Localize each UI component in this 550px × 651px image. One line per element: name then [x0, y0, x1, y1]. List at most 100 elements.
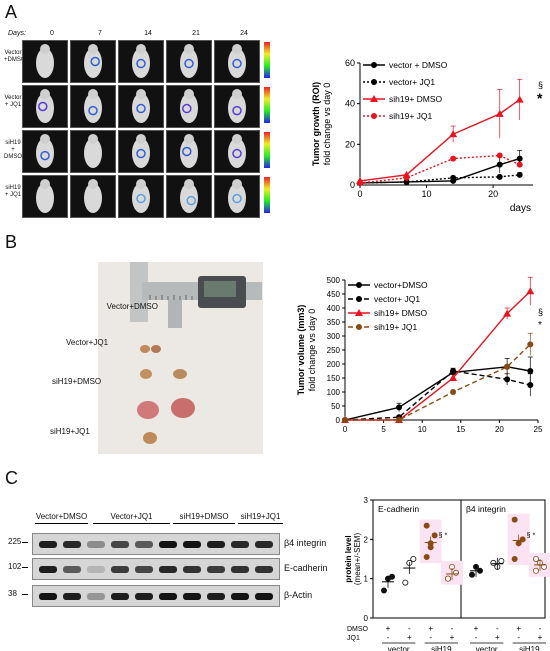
mouse-body	[228, 138, 246, 168]
mouse-body	[132, 138, 150, 168]
mouse-body	[36, 183, 54, 213]
mouse-head	[40, 44, 50, 54]
ivis-image	[118, 40, 164, 83]
significance-annotation: § *	[527, 532, 536, 539]
data-point	[396, 404, 403, 411]
bioluminescence-signal	[136, 193, 146, 204]
blot-band	[207, 541, 225, 548]
ivis-image	[22, 130, 68, 173]
mouse-svg	[228, 89, 246, 123]
data-point	[423, 554, 430, 561]
western-blot: 225 β4 integrin 102 E-cadherin 38 β-Actin	[0, 528, 340, 638]
ivis-image	[22, 85, 68, 128]
chart-b-tumor-volume: 0 5 10 15 20 25050100150200250300350400450500…	[296, 276, 543, 434]
data-point	[450, 368, 457, 374]
annotation-section: §	[538, 307, 543, 317]
mouse-head	[184, 89, 194, 99]
bioluminescence-signal	[232, 193, 242, 204]
row-label-line: + DMSO	[4, 147, 22, 160]
ivis-image	[166, 175, 212, 218]
legend-label: sih19+ JQ1	[389, 111, 433, 121]
legend-label: sih19+ JQ1	[374, 322, 418, 332]
jq1-sign: +	[450, 633, 455, 642]
blot-group-label: siH19+DMSO	[179, 512, 229, 521]
ivis-image	[166, 85, 212, 128]
data-point	[516, 171, 523, 178]
blot-band	[255, 593, 273, 600]
ivis-image	[70, 130, 116, 173]
y-tick-label: 50	[331, 402, 340, 411]
y-tick-label: 20	[345, 139, 355, 149]
data-point	[423, 522, 430, 529]
data-point	[453, 569, 460, 576]
mouse-head	[40, 134, 50, 144]
data-point	[503, 309, 512, 317]
data-point	[449, 130, 458, 138]
row-label-line: + JQ1	[4, 192, 22, 198]
mouse-svg	[36, 44, 54, 78]
data-point	[342, 417, 348, 423]
y-tick-label: 3	[364, 496, 369, 505]
mouse-head	[184, 179, 194, 189]
blot-protein-label: E-cadherin	[284, 563, 328, 573]
data-point	[532, 556, 539, 563]
blot-band	[159, 541, 177, 548]
mouse-svg	[36, 179, 54, 213]
days-label: Days:	[8, 30, 26, 37]
mouse-svg	[180, 134, 198, 168]
y-tick-label: 350	[327, 318, 341, 327]
x-tick-label: 10	[422, 189, 432, 199]
data-point	[431, 532, 438, 539]
data-point	[496, 152, 503, 159]
ivis-image	[22, 175, 68, 218]
data-point	[498, 557, 505, 564]
molecular-weight-label: 225	[8, 537, 22, 546]
ivis-image	[70, 175, 116, 218]
mouse-head	[184, 44, 194, 54]
panel-letter-a: A	[5, 2, 18, 22]
blot-band	[111, 566, 129, 573]
bioluminescence-signal	[184, 58, 194, 69]
data-point	[381, 587, 388, 594]
y-tick-label: 1	[364, 575, 369, 584]
mouse-head	[40, 179, 50, 189]
molecular-weight-label: 102	[8, 562, 22, 571]
data-point	[469, 571, 476, 578]
blot-band	[135, 566, 153, 573]
data-point	[504, 363, 511, 370]
bioluminescence-signal	[40, 150, 50, 161]
blot-protein-label: β-Actin	[284, 590, 313, 600]
jq1-sign: +	[407, 633, 412, 642]
row-label-line: siH19	[5, 140, 21, 146]
color-scale-bar	[264, 87, 270, 123]
data-point	[445, 575, 452, 582]
mouse-body	[228, 183, 246, 213]
dmso-sign: -	[451, 624, 454, 633]
mouse-body	[132, 48, 150, 78]
ivis-image	[70, 40, 116, 83]
blot-band	[39, 566, 57, 573]
mouse-head	[232, 44, 242, 54]
y-tick-label: 250	[327, 346, 341, 355]
condition-group-label: vector	[476, 645, 498, 651]
y-tick-label: 60	[345, 58, 355, 68]
data-point	[527, 382, 534, 388]
ivis-image	[118, 130, 164, 173]
data-point	[516, 161, 523, 168]
series-line	[359, 99, 521, 182]
legend-label: vector+ JQ1	[374, 294, 420, 304]
blot-band	[207, 566, 225, 573]
jq1-sign: -	[475, 633, 478, 642]
photo-label-sih19-dmso: siH19+DMSO	[52, 377, 102, 386]
data-point	[519, 536, 526, 543]
blot-band	[159, 566, 177, 573]
x-tick-label: 25	[534, 425, 543, 434]
blot-band	[255, 566, 273, 573]
blot-band	[183, 566, 201, 573]
mouse-svg	[228, 134, 246, 168]
row-label-jq1: JQ1	[347, 635, 360, 642]
y-axis-label-secondary: fold change vs day 0	[322, 83, 332, 166]
y-axis-label: Tumor growth (ROI)	[311, 82, 321, 166]
bioluminescence-signal	[232, 148, 242, 159]
mouse-head	[88, 44, 98, 54]
